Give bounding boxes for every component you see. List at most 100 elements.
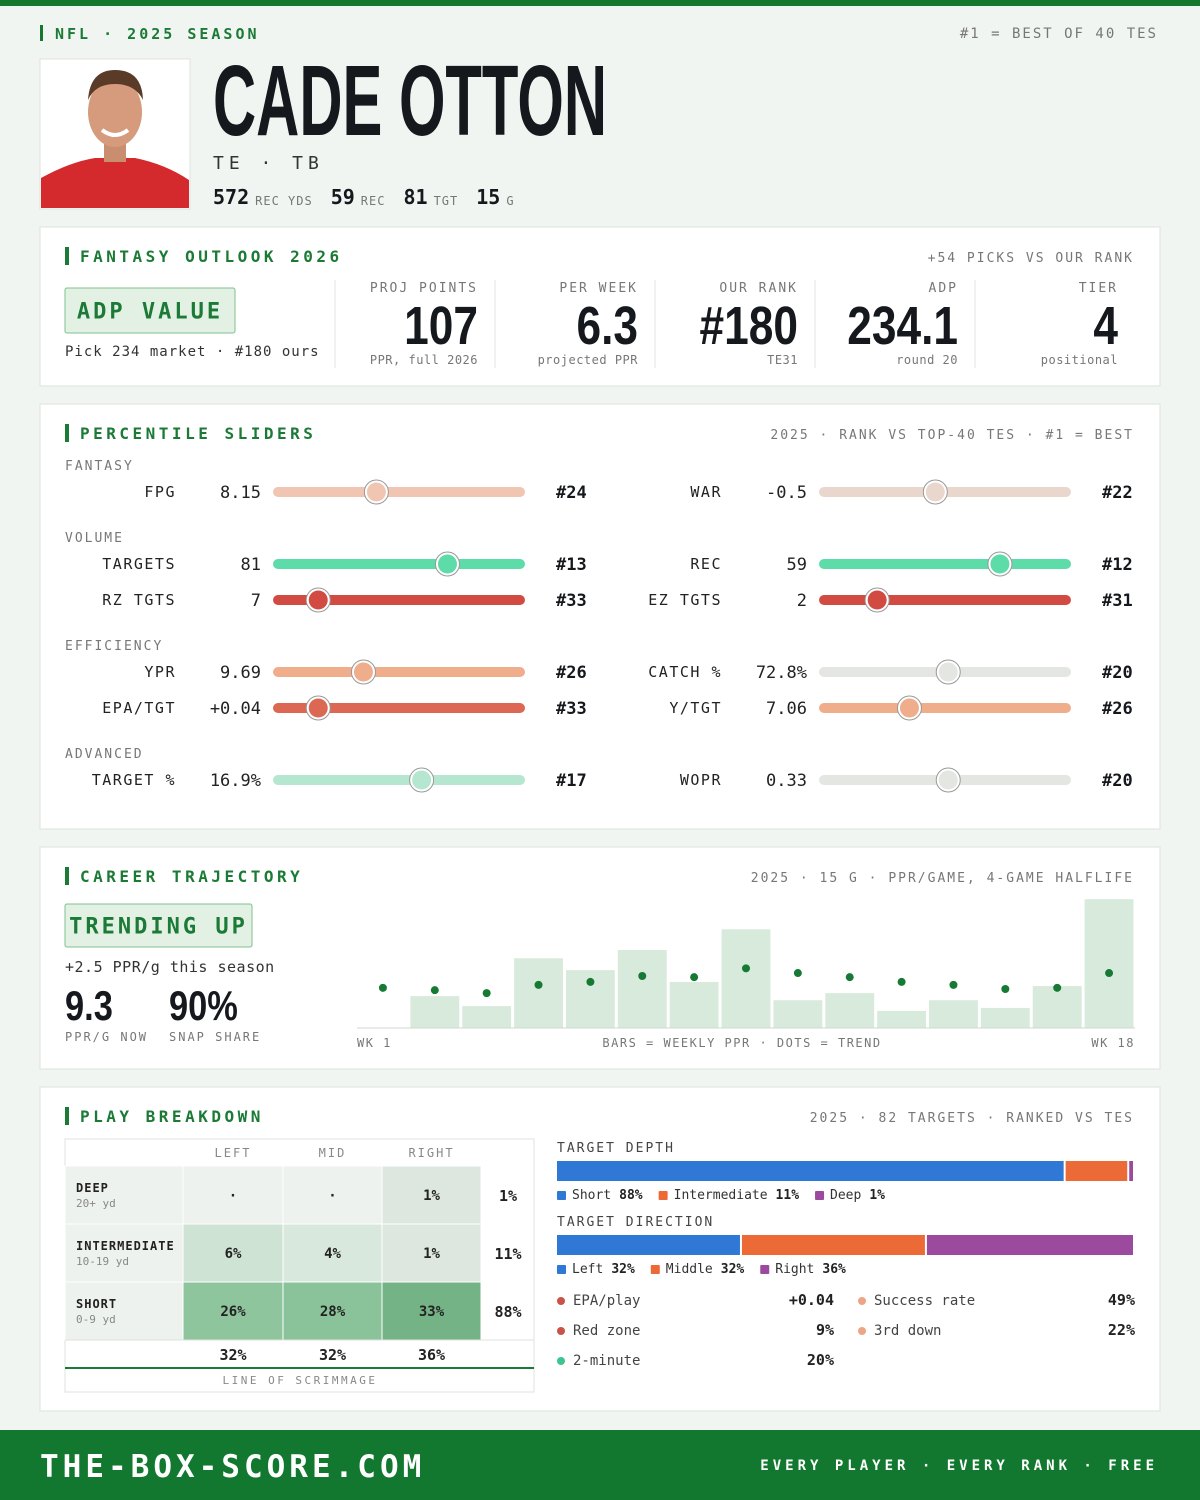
section-note: 2025 · 15 G · PPR/GAME, 4-GAME HALFLIFE bbox=[751, 871, 1134, 886]
accent bbox=[65, 247, 69, 265]
stat-caption: PPR, full 2026 bbox=[370, 353, 478, 367]
axis-label: WK 18 bbox=[1091, 1036, 1135, 1050]
trend-dot bbox=[534, 980, 543, 989]
legend-swatch bbox=[815, 1191, 825, 1200]
stat-value: 107 bbox=[404, 296, 478, 356]
row-range: 10-19 yd bbox=[76, 1255, 129, 1268]
slider-value: 9.69 bbox=[220, 663, 261, 683]
player-name: CADE OTTON bbox=[213, 45, 607, 157]
slider-rank: #13 bbox=[556, 555, 587, 575]
badge bbox=[64, 287, 236, 334]
legend-name: Right bbox=[775, 1262, 814, 1277]
metric-label: Red zone bbox=[573, 1323, 640, 1339]
stat-value: 9.3 bbox=[65, 983, 113, 1030]
cell-value: 28% bbox=[320, 1304, 346, 1320]
trend-dot bbox=[1053, 983, 1062, 992]
legend-value: 1% bbox=[869, 1188, 885, 1203]
slider-value: 8.15 bbox=[220, 483, 261, 503]
slider-label: WAR bbox=[690, 483, 722, 501]
metric-value: 20% bbox=[807, 1351, 834, 1369]
slider-track bbox=[819, 703, 1071, 713]
stat-value: 9.3 bbox=[65, 983, 113, 1030]
bar bbox=[462, 1006, 512, 1028]
trend-dot bbox=[949, 980, 958, 989]
position: TE · TB bbox=[213, 153, 324, 174]
metric-label: 3rd down bbox=[874, 1323, 941, 1339]
legend-swatch bbox=[650, 1265, 660, 1274]
metric-value: 22% bbox=[1108, 1321, 1135, 1339]
stat-label: TGT bbox=[434, 194, 459, 208]
trend-dot bbox=[430, 986, 439, 995]
slider-knob bbox=[353, 662, 373, 682]
trend-dot bbox=[638, 972, 647, 980]
metric-value: +0.04 bbox=[789, 1291, 834, 1309]
metric-label: 2-minute bbox=[573, 1353, 640, 1369]
stat-label: PER WEEK bbox=[559, 281, 638, 296]
slider-label: RZ TGTS bbox=[102, 591, 176, 609]
row-range: 20+ yd bbox=[76, 1197, 116, 1210]
column-label: RIGHT bbox=[408, 1146, 454, 1160]
trend-dot bbox=[378, 983, 387, 992]
group-label: FANTASY bbox=[65, 459, 134, 474]
section-note: +54 PICKS VS OUR RANK bbox=[928, 251, 1134, 266]
stat-value: 15 bbox=[476, 185, 500, 209]
footer-bar bbox=[0, 1430, 1200, 1500]
badge-text: ADP VALUE bbox=[77, 300, 223, 325]
stat-value: 4 bbox=[1093, 296, 1118, 356]
heat-cell bbox=[381, 1223, 482, 1283]
bar bbox=[773, 1000, 823, 1028]
stat-label: TIER bbox=[1079, 281, 1118, 296]
trend-dot bbox=[1001, 985, 1010, 993]
slider-rank: #31 bbox=[1102, 591, 1133, 611]
metric-dot bbox=[858, 1327, 866, 1335]
trend-dot bbox=[482, 989, 491, 998]
slider-label: TARGETS bbox=[102, 555, 176, 573]
segment bbox=[926, 1235, 1133, 1255]
trend-dot bbox=[845, 973, 854, 982]
stat-value: 234.1 bbox=[847, 296, 958, 356]
bar-title: TARGET DIRECTION bbox=[557, 1215, 714, 1230]
slider-track bbox=[273, 667, 525, 677]
slider-knob bbox=[925, 482, 945, 502]
slider-label: EZ TGTS bbox=[648, 591, 722, 609]
row-label: INTERMEDIATE bbox=[76, 1239, 175, 1253]
segment bbox=[557, 1235, 740, 1255]
slider-knob bbox=[899, 698, 919, 718]
stat-caption: positional bbox=[1041, 353, 1118, 367]
section-title: PERCENTILE SLIDERS bbox=[80, 424, 316, 443]
stat-value: 234.1 bbox=[847, 296, 958, 356]
stat-value: 90% bbox=[169, 983, 238, 1030]
stat-label: OUR RANK bbox=[719, 281, 798, 296]
bar bbox=[877, 1010, 927, 1028]
stat-label: PPR/G NOW bbox=[65, 1030, 148, 1044]
slider-value: 81 bbox=[241, 555, 261, 575]
accent bbox=[65, 867, 69, 885]
segment bbox=[1065, 1161, 1128, 1181]
trend-dot bbox=[690, 973, 699, 982]
badge-text: TRENDING UP bbox=[69, 915, 248, 940]
stat-value: 81 bbox=[403, 185, 427, 209]
cell-value: · bbox=[229, 1188, 237, 1204]
slider-track bbox=[273, 703, 525, 713]
slider-rank: #26 bbox=[1102, 699, 1133, 719]
slider-rank: #20 bbox=[1102, 771, 1133, 791]
heat-cell bbox=[182, 1281, 284, 1341]
slider-label: CATCH % bbox=[648, 663, 722, 681]
trend-dot bbox=[897, 977, 906, 986]
slider-track bbox=[273, 559, 525, 569]
slider-knob bbox=[437, 554, 457, 574]
slider-value: 72.8% bbox=[756, 663, 807, 683]
stat-value: 572 bbox=[213, 185, 249, 209]
legend-value: 32% bbox=[611, 1262, 635, 1277]
bar bbox=[721, 929, 771, 1028]
legend-swatch bbox=[658, 1191, 668, 1200]
segment bbox=[741, 1235, 925, 1255]
slider-rank: #33 bbox=[556, 699, 587, 719]
slider-track bbox=[273, 775, 525, 785]
legend-name: Intermediate bbox=[674, 1188, 768, 1203]
legend-swatch bbox=[760, 1265, 770, 1274]
slider-rank: #12 bbox=[1102, 555, 1133, 575]
slider-rank: #33 bbox=[556, 591, 587, 611]
legend-value: 32% bbox=[721, 1262, 745, 1277]
slider-knob bbox=[867, 590, 887, 610]
